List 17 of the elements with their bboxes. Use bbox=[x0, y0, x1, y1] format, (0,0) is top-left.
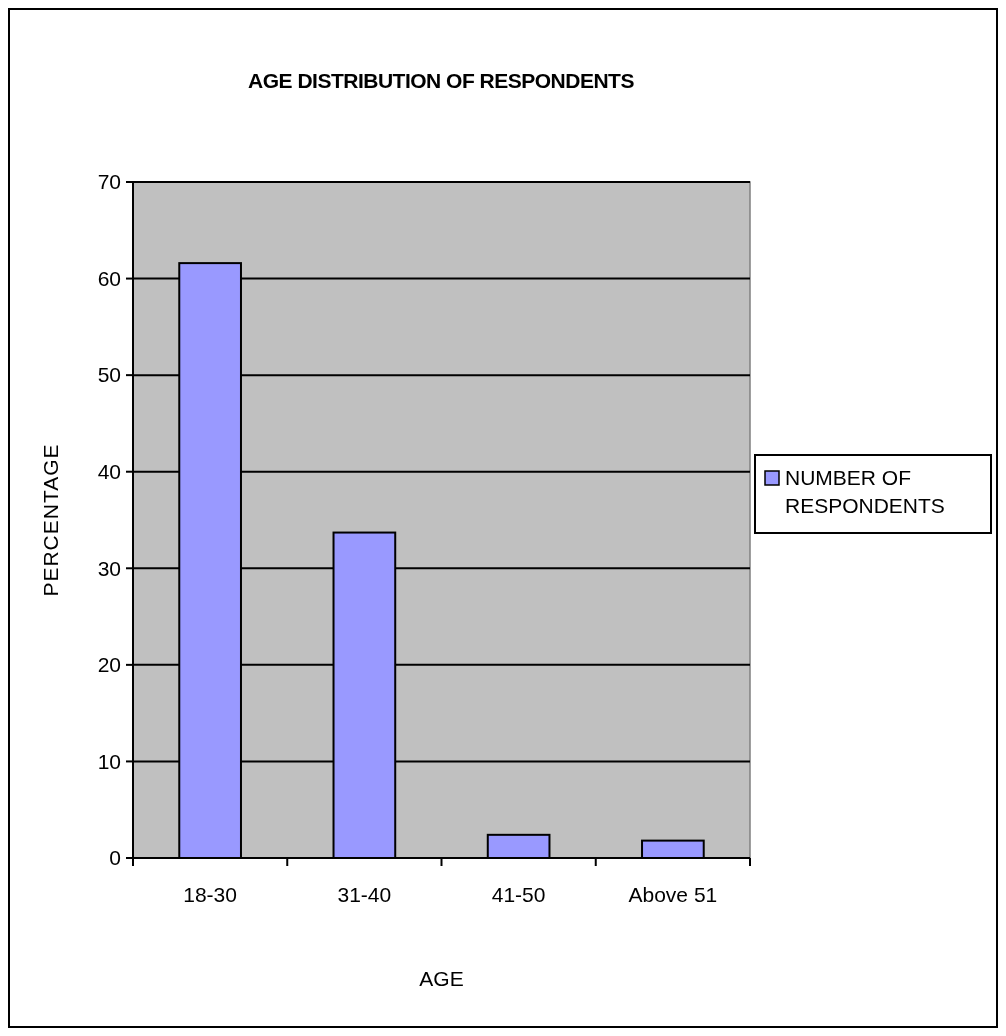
legend-label: NUMBER OF RESPONDENTS bbox=[785, 466, 945, 517]
chart-title: AGE DISTRIBUTION OF RESPONDENTS bbox=[248, 69, 635, 92]
y-tick-label: 10 bbox=[97, 749, 121, 773]
x-tick-label: Above 51 bbox=[628, 883, 718, 906]
y-tick-label: 0 bbox=[109, 846, 121, 870]
x-tick-label: 18-30 bbox=[183, 883, 237, 906]
y-axis-title: PERCENTAGE bbox=[39, 443, 62, 597]
y-tick-label: 20 bbox=[97, 653, 121, 677]
y-tick-label: 30 bbox=[97, 556, 121, 580]
y-tick-label: 40 bbox=[97, 460, 121, 484]
bar bbox=[486, 833, 551, 859]
y-tick-label: 50 bbox=[97, 363, 121, 387]
x-tick-label: 31-40 bbox=[337, 883, 392, 906]
y-tick-label: 60 bbox=[97, 266, 121, 290]
y-tick-label: 70 bbox=[97, 170, 121, 194]
x-tick-label: 41-50 bbox=[491, 883, 546, 906]
x-axis-title: AGE bbox=[419, 967, 464, 990]
